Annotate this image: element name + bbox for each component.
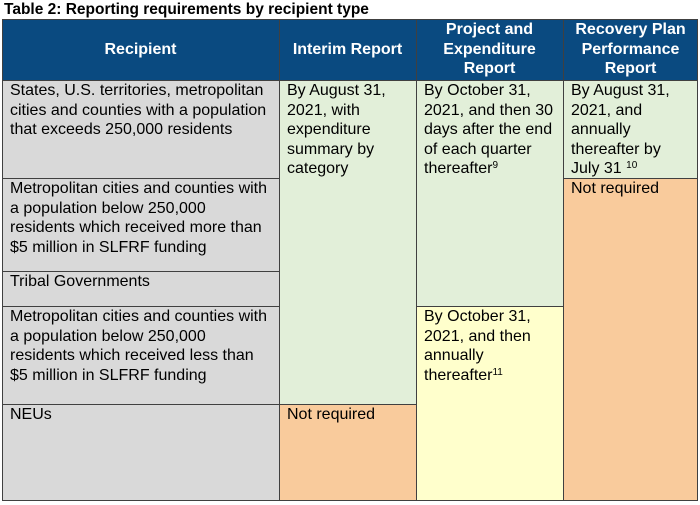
table-caption: Table 2: Reporting requirements by recip… <box>4 1 369 18</box>
project-expenditure-quarterly-cell: By October 31, 2021, and then 30 days af… <box>416 80 563 306</box>
footnote-ref-10: 10 <box>626 160 638 172</box>
header-recovery-plan-report: Recovery Plan Performance Report <box>563 19 698 80</box>
header-recipient: Recipient <box>2 19 279 80</box>
row-divider-neus <box>2 404 416 405</box>
recovery-plan-required-text: By August 31, 2021, and annually thereaf… <box>571 82 670 178</box>
row-divider-recipient-3 <box>2 306 279 307</box>
row-divider-recovery-plan <box>563 178 698 179</box>
header-divider <box>2 80 698 81</box>
table-border-top <box>2 19 698 20</box>
header-project-expenditure-report: Project and Expenditure Report <box>416 19 563 80</box>
interim-not-required-cell: Not required <box>279 404 416 501</box>
recipient-cell-states: States, U.S. territories, metropolitan c… <box>2 80 279 178</box>
recovery-plan-required-cell: By August 31, 2021, and annually thereaf… <box>563 80 698 178</box>
column-divider-2 <box>416 19 417 501</box>
row-divider-project-expenditure <box>416 306 563 307</box>
recipient-cell-small-metro: Metropolitan cities and counties with a … <box>2 306 279 404</box>
recipient-cell-tribal: Tribal Governments <box>2 271 279 306</box>
recovery-plan-not-required-cell: Not required <box>563 178 698 501</box>
header-interim-report-label: Interim Report <box>292 40 403 58</box>
column-divider-3 <box>563 19 564 501</box>
recipient-cell-large-metro: Metropolitan cities and counties with a … <box>2 178 279 271</box>
footnote-ref-11: 11 <box>492 366 503 378</box>
header-recipient-label: Recipient <box>104 40 177 58</box>
header-interim-report: Interim Report <box>279 19 416 80</box>
table-border-left <box>2 19 3 501</box>
project-expenditure-quarterly-text: By October 31, 2021, and then 30 days af… <box>424 82 554 178</box>
footnote-ref-9: 9 <box>492 160 499 172</box>
header-recovery-plan-label: Recovery Plan Performance Report <box>575 21 686 78</box>
row-divider-recipient-2 <box>2 271 279 272</box>
interim-required-cell: By August 31, 2021, with expenditure sum… <box>279 80 416 404</box>
table-border-right <box>697 19 698 501</box>
recipient-cell-neus: NEUs <box>2 404 279 501</box>
header-project-expenditure-label: Project and Expenditure Report <box>443 21 536 78</box>
project-expenditure-annual-cell: By October 31, 2021, and then annually t… <box>416 306 563 501</box>
column-divider-1 <box>279 19 280 501</box>
project-expenditure-annual-text: By October 31, 2021, and then annually t… <box>424 308 531 384</box>
table-border-bottom <box>2 500 698 501</box>
row-divider-recipient-1 <box>2 178 279 179</box>
